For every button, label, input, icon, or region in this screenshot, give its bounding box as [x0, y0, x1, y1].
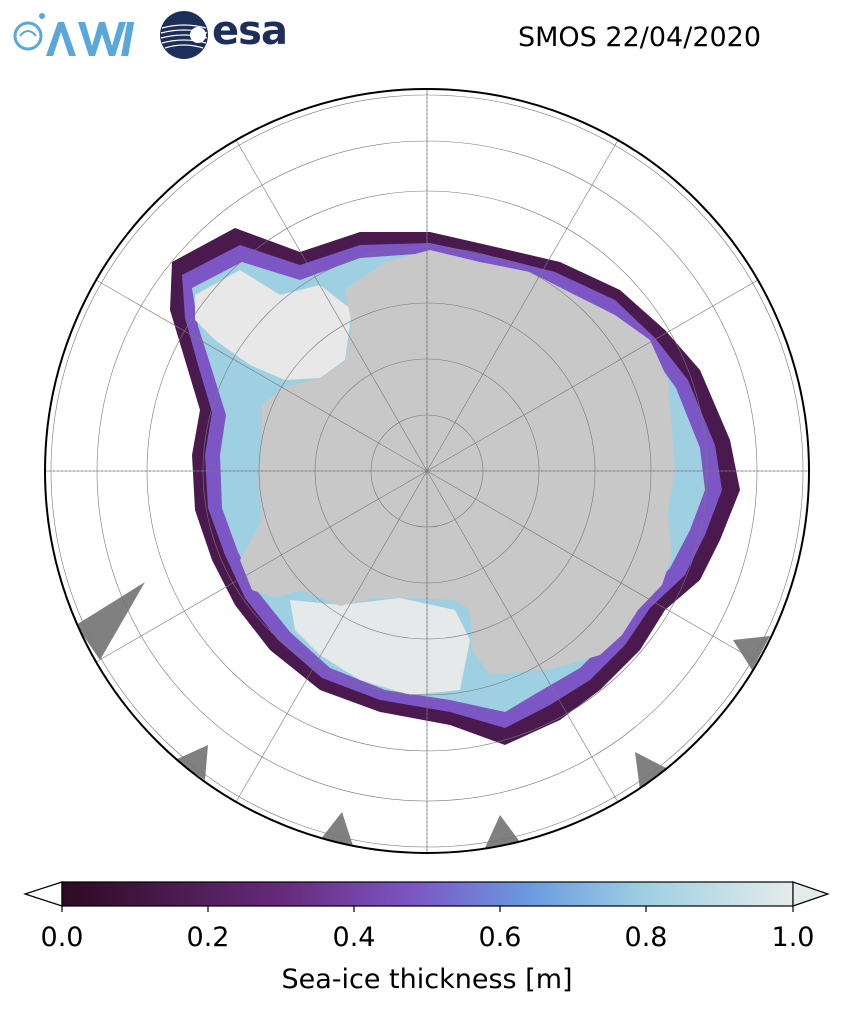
- colorbar-gradient: [61, 881, 794, 907]
- axis-crosshair: [45, 89, 809, 853]
- colorbar-tick-label: 1.0: [771, 922, 815, 953]
- no-data-wedge: [76, 582, 145, 660]
- no-data-wedge: [175, 745, 208, 780]
- colorbar-tick-label: 0.6: [478, 922, 522, 953]
- header: esa SMOS 22/04/2020: [0, 0, 854, 80]
- weddell-ice: [290, 598, 470, 695]
- antarctica-land: [258, 250, 675, 675]
- esa-logo: [160, 11, 208, 59]
- ross-ice-shelf: [195, 270, 352, 380]
- awi-logo: [13, 13, 135, 56]
- colorbar-tick-label: 0.0: [40, 922, 84, 953]
- esa-wordmark: esa: [212, 8, 288, 54]
- colorbar-tick-label: 0.4: [332, 922, 376, 953]
- colorbar-label: Sea-ice thickness [m]: [281, 964, 573, 995]
- colorbar-tick-label: 0.2: [186, 922, 230, 953]
- colorbar-tick-label: 0.8: [624, 922, 668, 953]
- colorbar-extend-min: [23, 881, 63, 907]
- colorbar-extend-max: [792, 881, 830, 907]
- antarctic-peninsula: [240, 520, 300, 598]
- no-data-wedge: [485, 815, 520, 848]
- no-data-wedge: [635, 752, 670, 790]
- colorbar: [23, 881, 830, 912]
- map-title: SMOS 22/04/2020: [518, 22, 762, 53]
- colorbar-ticks: [61, 906, 794, 912]
- map-boundary: [44, 88, 810, 854]
- polar-map: [44, 88, 810, 854]
